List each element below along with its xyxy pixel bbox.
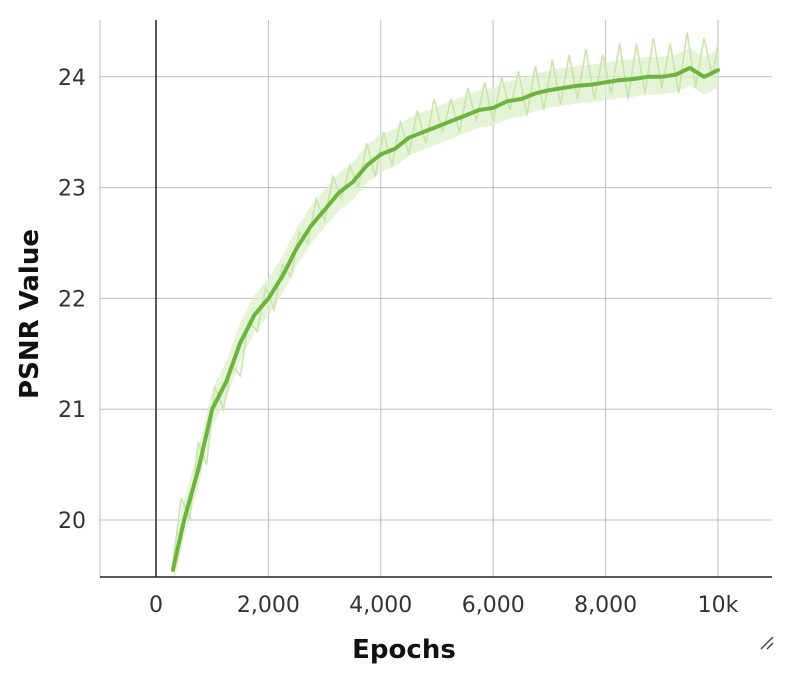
x-axis-title: Epochs xyxy=(352,635,456,665)
x-tick-label: 4,000 xyxy=(349,593,412,618)
resize-grip-icon[interactable] xyxy=(758,634,774,650)
y-tick-label: 24 xyxy=(58,66,86,91)
x-tick-label: 0 xyxy=(149,593,163,618)
y-tick-label: 20 xyxy=(58,509,86,534)
x-tick-label: 10k xyxy=(698,593,739,618)
x-tick-label: 6,000 xyxy=(462,593,525,618)
x-tick-label: 2,000 xyxy=(237,593,300,618)
axes xyxy=(100,20,772,578)
y-axis-title: PSNR Value xyxy=(15,229,45,399)
x-tick-label: 8,000 xyxy=(574,593,637,618)
raw-series xyxy=(172,32,719,565)
smoothed-series-line xyxy=(170,65,720,572)
y-tick-label: 21 xyxy=(58,398,86,423)
y-tick-label: 22 xyxy=(58,287,86,312)
smoothed-series xyxy=(170,65,720,572)
y-tick-labels: 20 21 22 23 24 xyxy=(58,66,86,534)
raw-series-line xyxy=(172,32,719,565)
x-tick-labels: 0 2,000 4,000 6,000 8,000 10k xyxy=(149,593,739,618)
y-tick-label: 23 xyxy=(58,177,86,202)
